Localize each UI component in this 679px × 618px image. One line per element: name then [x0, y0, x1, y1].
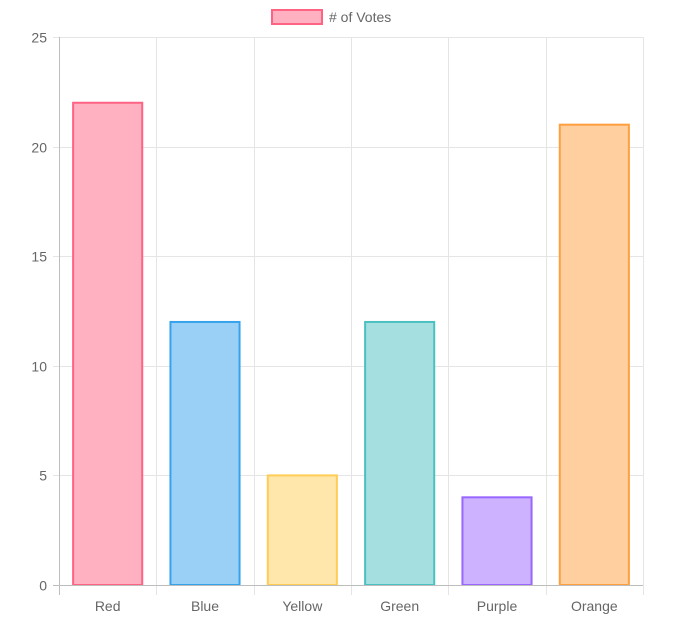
legend-swatch[interactable]: [271, 9, 323, 25]
bar-purple[interactable]: [461, 496, 533, 587]
bar-red[interactable]: [72, 101, 144, 586]
x-tick-label-yellow: Yellow: [282, 598, 323, 614]
x-tick-label-orange: Orange: [571, 598, 618, 614]
y-tick-label: 20: [31, 140, 47, 156]
labels-layer: 0 5 10 15 20 25 Red Blue Yellow Green Purple Orange: [31, 30, 617, 615]
axes-layer: [53, 37, 643, 595]
x-tick-label-green: Green: [380, 598, 419, 614]
legend-label[interactable]: # of Votes: [329, 9, 391, 25]
y-tick-label: 0: [39, 578, 47, 594]
y-tick-label: 15: [31, 249, 47, 265]
bar-green[interactable]: [364, 320, 436, 586]
x-tick-label-blue: Blue: [191, 598, 219, 614]
y-tick-label: 5: [39, 468, 47, 484]
grid-layer: [53, 37, 644, 595]
x-tick-label-purple: Purple: [477, 598, 518, 614]
bar-blue[interactable]: [169, 320, 241, 586]
y-tick-label: 25: [31, 30, 47, 46]
bar-yellow[interactable]: [266, 474, 338, 586]
x-tick-label-red: Red: [95, 598, 121, 614]
legend[interactable]: # of Votes: [271, 9, 391, 25]
bar-orange[interactable]: [558, 123, 630, 587]
y-tick-label: 10: [31, 359, 47, 375]
